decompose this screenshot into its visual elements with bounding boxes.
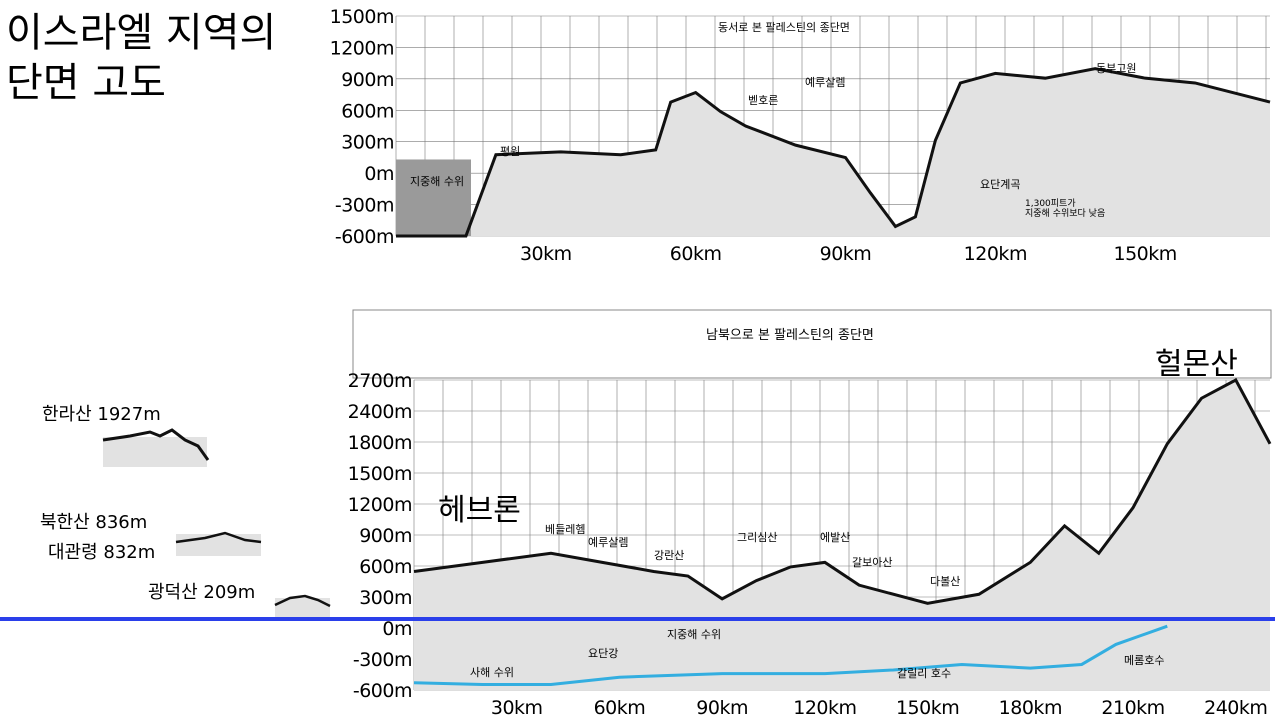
y-tick-label: 2400m xyxy=(348,401,412,423)
x-tick-label: 150km xyxy=(896,697,959,719)
y-tick-label: 300m xyxy=(341,132,394,154)
east-west-cross-section-chart: 동서로 본 팔레스틴의 종단면 1500m 1200m 900m 600m 300m 0m… xyxy=(330,6,1271,265)
ns-area xyxy=(413,377,1272,690)
below-sea-fill xyxy=(396,159,471,236)
peak-box xyxy=(176,534,261,556)
ns-annotations: 헤브론 베들레헴 예루살렘 강란산 그리심산 에발산 갈보아산 다볼산 헐몬산 … xyxy=(438,347,1238,680)
ns-chart-title: 남북으로 본 팔레스틴의 종단면 xyxy=(706,328,874,343)
lake-line xyxy=(413,624,1168,687)
peak-hallasan: 한라산 1927m xyxy=(42,404,210,467)
annotation-bethlehem: 베들레헴 xyxy=(545,523,585,536)
y-tick-label: -600m xyxy=(335,226,394,248)
y-tick-label: -300m xyxy=(353,649,412,671)
peak-label: 대관령 832m xyxy=(48,542,155,563)
reference-peaks: 한라산 1927m 북한산 836m 대관령 832m 광덕산 209m xyxy=(40,404,331,620)
annotation-med-level-ns: 지중해 수위 xyxy=(667,627,721,641)
annotation-galilee-lake: 갈릴리 호수 xyxy=(897,666,951,680)
y-tick-label: 0m xyxy=(382,618,412,640)
y-tick-label: 1200m xyxy=(330,37,394,59)
x-tick-label: 90km xyxy=(696,697,748,719)
y-tick-label: -300m xyxy=(335,195,394,217)
annotation-mediterranean-level: 지중해 수위 xyxy=(410,174,464,188)
annotation-hebron: 헤브론 xyxy=(438,493,521,528)
peak-outline xyxy=(102,428,210,461)
x-tick-label: 60km xyxy=(670,243,722,265)
annotation-ebal: 에발산 xyxy=(820,531,850,544)
annotation-jordan-valley: 요단계곡 xyxy=(980,178,1020,191)
x-tick-label: 210km xyxy=(1101,697,1164,719)
peak-outline xyxy=(175,531,262,544)
annotation-gilboa: 갈보아산 xyxy=(852,555,892,569)
y-tick-label: 300m xyxy=(359,587,412,609)
y-tick-label: 900m xyxy=(341,69,394,91)
annotation-hermon: 헐몬산 xyxy=(1155,347,1238,382)
peak-label: 광덕산 209m xyxy=(148,582,255,603)
terrain-fill xyxy=(414,380,1270,690)
annotation-gangnan: 강란산 xyxy=(654,549,684,562)
annotation-beth-horon: 벧호른 xyxy=(748,94,778,107)
annotation-tabor: 다볼산 xyxy=(930,575,960,588)
terrain-fill xyxy=(396,68,1270,236)
annotation-jerusalem-ns: 예루살렘 xyxy=(588,536,628,549)
x-tick-label: 240km xyxy=(1204,697,1267,719)
annotation-eastern-plateau: 동부고원 xyxy=(1096,62,1136,75)
peak-gwangdeoksan: 광덕산 209m xyxy=(148,582,331,620)
annotation-jordan-river: 요단강 xyxy=(588,647,618,660)
y-tick-label: 600m xyxy=(341,100,394,122)
peak-bukhansan: 북한산 836m 대관령 832m xyxy=(40,512,262,563)
ns-chart-frame xyxy=(352,309,1272,379)
ew-y-tick-labels: 1500m 1200m 900m 600m 300m 0m -300m -600m xyxy=(330,6,395,248)
y-tick-label: 1800m xyxy=(348,432,412,454)
annotation-merom-lake: 메롬호수 xyxy=(1124,654,1164,667)
x-tick-label: 120km xyxy=(964,243,1027,265)
peak-label: 북한산 836m xyxy=(40,512,147,533)
annotation-gerizim: 그리심산 xyxy=(737,531,777,544)
annotation-plain: 평원 xyxy=(500,145,520,158)
ew-chart-title: 동서로 본 팔레스틴의 종단면 xyxy=(718,21,850,34)
y-tick-label: -600m xyxy=(353,680,412,702)
terrain-outline xyxy=(413,377,1272,605)
x-tick-label: 180km xyxy=(999,697,1062,719)
ew-area xyxy=(396,67,1271,238)
y-tick-label: 600m xyxy=(359,556,412,578)
y-tick-label: 0m xyxy=(364,163,394,185)
y-tick-label: 2700m xyxy=(348,370,412,392)
sea-level-line xyxy=(0,617,1275,621)
annotation-jerusalem: 예루살렘 xyxy=(805,76,845,89)
terrain-outline xyxy=(396,67,1271,238)
x-tick-label: 30km xyxy=(520,243,572,265)
annotation-below-sea-1: 1,300피트가 xyxy=(1025,198,1076,209)
peak-outline xyxy=(274,594,331,608)
ns-y-tick-labels: 2700m 2400m 1800m 1500m 1200m 900m 600m 300m 0m -… xyxy=(348,370,413,702)
annotation-below-sea-2: 지중해 수위보다 낮음 xyxy=(1025,208,1105,219)
y-tick-label: 1200m xyxy=(348,494,412,516)
peak-label: 한라산 1927m xyxy=(42,404,161,425)
ns-x-tick-labels: 30km 60km 90km 120km 150km 180km 210km 240km xyxy=(491,697,1268,719)
x-tick-label: 90km xyxy=(820,243,872,265)
y-tick-label: 1500m xyxy=(330,6,394,28)
y-tick-label: 1500m xyxy=(348,463,412,485)
y-tick-label: 900m xyxy=(359,525,412,547)
annotation-dead-sea-level: 사해 수위 xyxy=(470,665,514,679)
x-tick-label: 120km xyxy=(793,697,856,719)
ew-annotations: 평원 벧호른 예루살렘 요단계곡 동부고원 지중해 수위 1,300피트가 지중… xyxy=(410,62,1136,219)
x-tick-label: 150km xyxy=(1114,243,1177,265)
ew-x-tick-labels: 30km 60km 90km 120km 150km xyxy=(520,243,1177,265)
x-tick-label: 60km xyxy=(594,697,646,719)
page-title: 이스라엘 지역의 단면 고도 xyxy=(6,10,277,106)
x-tick-label: 30km xyxy=(491,697,543,719)
peak-box xyxy=(275,598,330,620)
